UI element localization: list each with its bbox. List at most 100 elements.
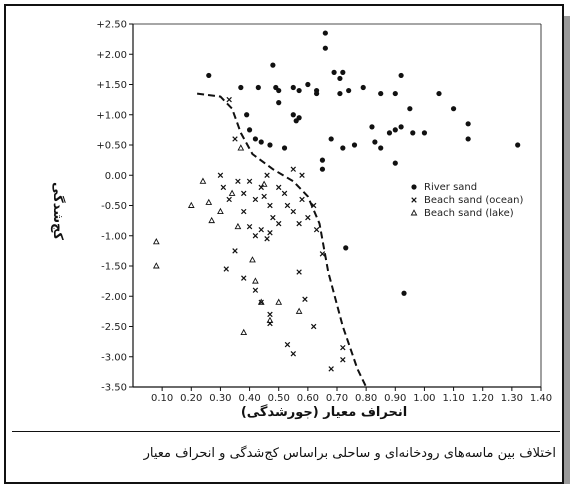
x-tick-label: 1.20 [472, 393, 494, 404]
x-tick-label: 0.20 [180, 393, 202, 404]
data-point-series-0 [276, 100, 282, 106]
caption-divider [12, 431, 560, 432]
data-point-series-0 [392, 127, 398, 133]
data-point-series-0 [270, 62, 276, 68]
x-marker-stroke [290, 351, 297, 357]
y-tick-label: +1.00 [96, 110, 127, 121]
x-marker-stroke [281, 190, 288, 197]
data-point-series-1 [275, 220, 282, 227]
data-point-series-0 [314, 90, 320, 97]
x-marker-stroke [275, 220, 282, 227]
x-marker-stroke [258, 226, 264, 233]
legend-label-1: Beach sand (ocean) [424, 195, 523, 206]
data-point-series-0 [410, 130, 416, 136]
data-point-series-1 [296, 220, 302, 227]
data-point-series-0 [392, 90, 398, 97]
x-marker-stroke [226, 96, 232, 103]
x-tick-label: 0.60 [297, 393, 319, 404]
data-point-series-0 [238, 84, 244, 91]
data-point-series-1 [284, 202, 291, 209]
data-point-series-0 [255, 84, 261, 91]
data-point-series-0 [378, 90, 384, 97]
data-point-series-1 [302, 296, 308, 302]
x-marker-stroke [226, 196, 232, 203]
data-point-series-2 [152, 238, 160, 245]
x-marker-stroke [299, 196, 305, 203]
x-marker-stroke [302, 296, 308, 302]
data-point-series-1 [258, 226, 264, 233]
x-marker-stroke [310, 202, 317, 209]
x-marker-stroke [220, 184, 227, 191]
data-point-series-0 [267, 142, 273, 148]
data-point-series-0 [369, 124, 375, 130]
data-point-series-2 [257, 298, 265, 305]
data-point-series-1 [226, 196, 232, 203]
chart-axes: +2.50 +2.00 +1.50 +1.00 +0.50 0.00 -0.50 -1.00 -… [96, 20, 552, 405]
scatter-chart: +2.50 +2.00 +1.50 +1.00 +0.50 0.00 -0.50 -1.00 -… [50, 20, 552, 421]
data-point-series-0 [360, 84, 366, 91]
y-tick-label: -1.00 [101, 231, 127, 242]
x-marker-stroke [296, 269, 302, 275]
data-point-series-1 [313, 226, 320, 233]
x-marker-stroke [252, 287, 259, 293]
data-point-series-0 [305, 81, 311, 88]
y-tick-label: -2.50 [101, 322, 127, 333]
y-axis-label: کج‌شدگی [50, 182, 66, 240]
x-marker-stroke [290, 166, 297, 172]
legend-marker-0 [411, 184, 417, 190]
data-point-series-1 [290, 208, 297, 215]
data-point-series-2 [205, 198, 213, 205]
data-point-series-1 [235, 178, 241, 185]
data-point-series-2 [240, 328, 248, 335]
data-point-series-0 [421, 130, 428, 136]
data-point-series-0 [337, 90, 343, 97]
data-point-series-1 [226, 96, 232, 103]
data-point-series-0 [515, 142, 521, 148]
data-point-series-0 [340, 145, 346, 151]
x-marker-stroke [264, 236, 270, 242]
data-point-series-2 [266, 316, 274, 323]
data-point-series-0 [392, 160, 398, 166]
data-point-series-0 [206, 72, 212, 79]
data-point-series-2 [208, 216, 216, 224]
x-marker-stroke [340, 344, 346, 351]
data-point-series-0 [296, 87, 302, 94]
data-point-series-1 [252, 233, 259, 239]
x-marker-stroke [241, 275, 247, 281]
data-point-series-0 [346, 87, 352, 94]
data-point-series-0 [398, 124, 404, 130]
x-marker-stroke [261, 193, 267, 200]
x-marker-stroke [310, 323, 317, 330]
x-marker-stroke [258, 184, 264, 191]
x-marker-stroke [313, 226, 320, 233]
x-marker-stroke [267, 230, 273, 236]
data-point-series-2 [295, 307, 303, 314]
x-tick-label: 0.50 [268, 393, 290, 404]
data-point-series-1 [270, 214, 276, 221]
data-point-series-1 [284, 341, 291, 348]
x-marker-stroke [319, 251, 326, 257]
x-marker-stroke [264, 172, 270, 178]
data-point-series-1 [246, 178, 253, 185]
x-marker-stroke [235, 178, 241, 185]
data-point-series-0 [328, 136, 334, 142]
data-point-series-0 [343, 245, 349, 251]
data-point-series-1 [232, 248, 238, 254]
x-marker-stroke [232, 248, 238, 254]
data-point-series-0 [401, 290, 407, 296]
data-point-series-1 [267, 311, 273, 318]
data-point-series-0 [293, 118, 299, 124]
data-point-series-1 [241, 275, 247, 281]
data-point-series-0 [372, 139, 378, 145]
data-point-series-0 [351, 142, 358, 148]
data-point-series-1 [310, 202, 317, 209]
data-point-series-0 [386, 130, 393, 136]
data-point-series-1 [220, 184, 227, 191]
data-point-series-0 [378, 145, 384, 151]
x-marker-stroke [223, 266, 229, 272]
data-point-series-2 [234, 222, 242, 230]
x-tick-label: 0.70 [326, 393, 348, 404]
data-point-series-1 [299, 196, 305, 203]
data-point-series-2 [260, 180, 268, 187]
data-point-series-0 [281, 145, 288, 151]
